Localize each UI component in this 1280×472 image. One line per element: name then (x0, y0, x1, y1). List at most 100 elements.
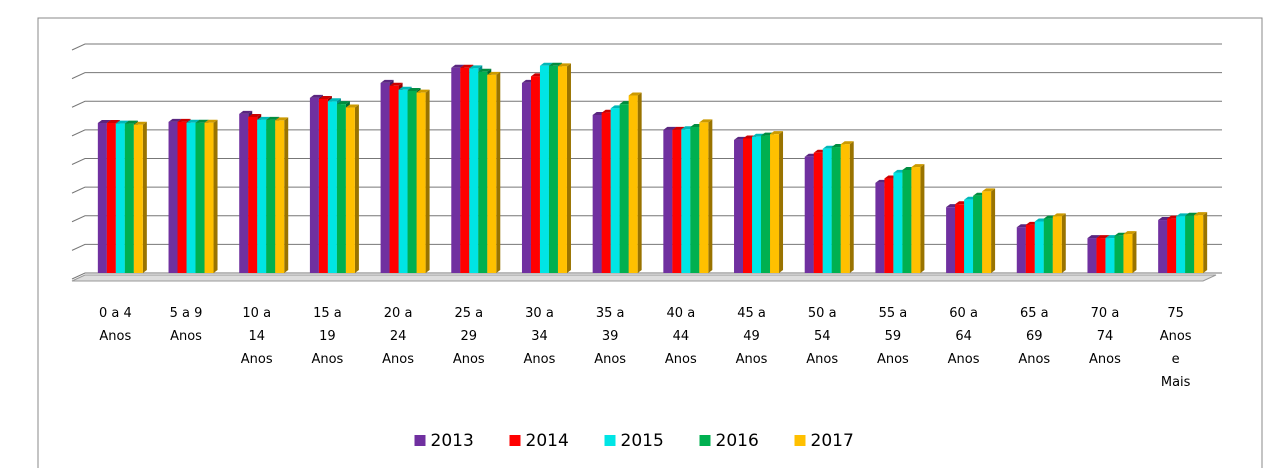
bar-top (124, 120, 138, 124)
bar-front (690, 127, 700, 273)
bar-front (186, 122, 196, 273)
bar-side (425, 89, 430, 273)
bar-front (460, 67, 470, 273)
bar-side (142, 121, 147, 273)
x-tick-label: 10 a 14 Anos (241, 306, 273, 367)
bar-front (1016, 227, 1026, 273)
bar-top (699, 119, 713, 123)
bar (699, 119, 713, 274)
bar-front (902, 169, 912, 273)
bar-front (699, 122, 709, 274)
bar-front (521, 82, 531, 274)
bar-top (663, 126, 677, 130)
bar-front (911, 167, 921, 273)
bar-front (115, 123, 125, 273)
bar-front (822, 148, 832, 273)
bar-top (770, 131, 784, 135)
bar-side (1203, 212, 1208, 273)
bar-front (813, 152, 823, 273)
bar-front (133, 124, 143, 273)
bar-front (982, 191, 992, 273)
bar (275, 117, 289, 274)
bar-front (248, 116, 258, 274)
bar-top (336, 101, 350, 105)
legend-label: 2016 (716, 431, 759, 451)
bar-front (266, 119, 276, 273)
bar-front (398, 89, 408, 273)
bar-front (1176, 216, 1186, 273)
legend-swatch (509, 435, 521, 446)
x-tick-label: 55 a 59 Anos (877, 306, 909, 367)
x-tick-label: 5 a 9 Anos (170, 306, 203, 344)
bar (628, 92, 642, 274)
bar-top (195, 119, 209, 123)
x-tick-label: 35 a 39 Anos (594, 306, 626, 367)
bar-top (982, 188, 996, 192)
bar (770, 131, 784, 273)
grid-line (71, 100, 1222, 108)
bar-front (610, 108, 620, 273)
bar-top (106, 120, 120, 124)
bar-top (1096, 235, 1110, 239)
x-tick-label: 40 a 44 Anos (665, 306, 697, 367)
legend-label: 2013 (431, 431, 474, 451)
bar-front (275, 120, 285, 274)
bar-top (1052, 213, 1066, 217)
bar-top (539, 62, 553, 66)
bar-top (97, 120, 111, 124)
x-tick-label: 50 a 54 Anos (806, 306, 838, 367)
bar-top (911, 164, 925, 168)
bar-top (451, 64, 465, 68)
bar-side (991, 188, 996, 273)
bar-side (849, 141, 854, 273)
bar-front (106, 123, 116, 273)
bar-front (734, 139, 744, 273)
bar-side (1132, 231, 1137, 273)
bar-front (416, 92, 426, 273)
bar-top (1123, 231, 1137, 235)
bar-front (487, 74, 497, 273)
x-tick-label: 25 a 29 Anos (453, 306, 485, 367)
bar-top (168, 118, 182, 122)
bar (982, 188, 996, 273)
bar-front (1123, 234, 1133, 273)
bar (840, 141, 854, 273)
bar-front (743, 138, 753, 273)
bar-top (380, 79, 394, 83)
bar (1052, 213, 1066, 273)
grid-line (71, 72, 1222, 80)
bar-front (1096, 238, 1106, 273)
bar-side (637, 92, 642, 274)
bar-front (309, 97, 319, 273)
legend-swatch (414, 435, 426, 446)
bar-front (327, 101, 337, 273)
bar-front (469, 68, 479, 273)
bar-front (1114, 235, 1124, 273)
bar-front (557, 66, 567, 273)
bar-front (592, 114, 602, 274)
bar-front (601, 112, 611, 273)
x-tick-label: 70 a 74 Anos (1089, 306, 1121, 367)
x-tick-label: 30 a 34 Anos (524, 306, 556, 367)
x-tick-label: 15 a 19 Anos (311, 306, 343, 367)
x-tick-label: 45 a 49 Anos (736, 306, 768, 367)
bar-front (478, 71, 488, 273)
bar (204, 119, 218, 273)
bar-front (681, 129, 691, 273)
bar-front (1087, 238, 1097, 273)
bar-top (115, 120, 129, 124)
bar-front (530, 76, 540, 273)
bar-front (1167, 218, 1177, 273)
x-tick-label: 60 a 64 Anos (948, 306, 980, 367)
bar-top (133, 121, 147, 125)
bar-front (663, 129, 673, 273)
bar-front (1043, 218, 1053, 273)
bar (416, 89, 430, 273)
bar-front (345, 107, 355, 273)
bar (911, 164, 925, 273)
bar-front (168, 121, 178, 273)
bar-front (451, 67, 461, 273)
bar-top (327, 98, 341, 102)
bar-top (487, 71, 501, 75)
